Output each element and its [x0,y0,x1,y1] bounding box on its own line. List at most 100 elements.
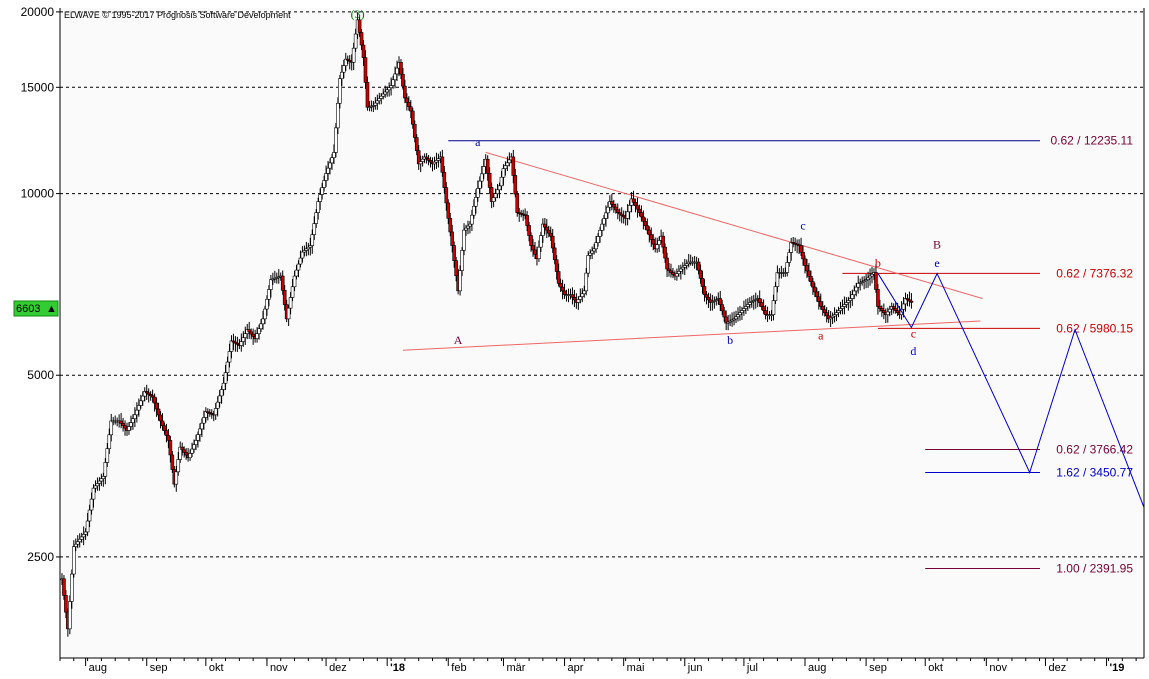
candle-body [129,422,133,427]
candle-body [359,32,364,46]
candle-body [606,206,610,214]
upper-trendline [485,151,983,299]
candle-body [442,171,447,188]
candle-body [213,408,218,416]
candle-body [460,250,464,271]
candle-body [850,294,855,299]
candle-body [265,298,269,310]
x-tick-label-7: mär [506,662,525,674]
candle-body [194,440,198,446]
candle-body [909,300,914,303]
candle-body [657,240,661,245]
candle-body [261,318,265,325]
candle-body [550,235,555,249]
candle-body [83,531,88,535]
candle-body [85,520,90,533]
candle-body [353,33,358,49]
candle-body [361,44,366,58]
candle-body [481,166,486,175]
candle-body [310,234,315,246]
candle-body [562,290,567,295]
candle-body [412,123,417,138]
candle-body [487,173,492,188]
candle-body [493,193,498,198]
candle-body [70,573,74,602]
candle-body [251,333,255,337]
candle-body [351,47,356,63]
candle-body [838,308,843,311]
candle-body [452,245,456,261]
candle-body [744,306,748,309]
wave-label-1: A [454,333,463,347]
candle-body [399,62,403,75]
candle-body [637,208,642,213]
candle-body [127,426,131,431]
candle-body [529,235,533,246]
candle-body [771,300,776,315]
plot-background [60,8,1144,658]
candle-body [773,286,778,301]
candle-body [391,79,395,86]
candle-body [334,127,338,153]
candle-body [379,95,384,99]
wave-label-8: d [910,344,916,358]
candle-body [736,314,740,318]
candle-body [722,310,726,318]
copyright-text: ELWAVE © 1995-2017 Prognosis Software De… [64,10,291,20]
candle-body [895,310,900,313]
candle-body [854,286,859,292]
candle-body [631,198,636,203]
candle-body [527,225,531,236]
candle-body [805,265,809,272]
candle-body [182,449,186,453]
candle-body [280,275,285,291]
candle-body [578,296,583,300]
candle-body [602,218,606,225]
candle-body [651,239,656,245]
x-tick-label-13: sep [869,662,887,674]
candle-body [809,275,813,282]
candle-body [87,509,92,522]
candle-body [259,323,263,330]
candle-body [373,102,378,106]
candle-body [330,157,334,164]
candle-body [407,102,411,108]
candle-body [702,286,707,295]
candle-body [91,487,96,500]
y-axis: 20000 15000 10000 5000 2500 [21,5,60,564]
wave-label-5: a [818,328,824,342]
candle-body [470,214,474,225]
candle-body [223,372,228,384]
candle-body [160,420,165,427]
candle-body [298,257,303,265]
candle-body [811,281,815,288]
candle-body [627,205,632,213]
candle-body [320,187,324,195]
candle-body [180,446,184,451]
candle-body [570,294,575,298]
candle-body [856,283,861,288]
candle-body [450,231,455,246]
x-tick-label-14: okt [928,662,943,674]
candle-body [131,418,135,423]
lower-trendline [402,320,981,351]
candle-body [200,422,204,430]
trendlines [402,151,983,351]
candle-body [746,304,750,307]
candle-body [639,212,644,218]
candle-body [68,601,72,630]
candle-body [548,232,553,237]
candle-body [418,161,423,165]
candle-body [882,310,886,313]
candle-body [109,420,114,436]
candle-body [641,216,646,222]
candle-body [286,307,291,320]
candle-body [647,229,652,236]
candle-body [322,180,326,188]
x-tick-label-11: jul [746,662,758,674]
candle-body [700,278,705,287]
wave-label-10: e [934,256,939,270]
x-tick-label-6: feb [451,662,466,674]
candle-body [891,306,896,309]
candle-body [706,296,711,301]
